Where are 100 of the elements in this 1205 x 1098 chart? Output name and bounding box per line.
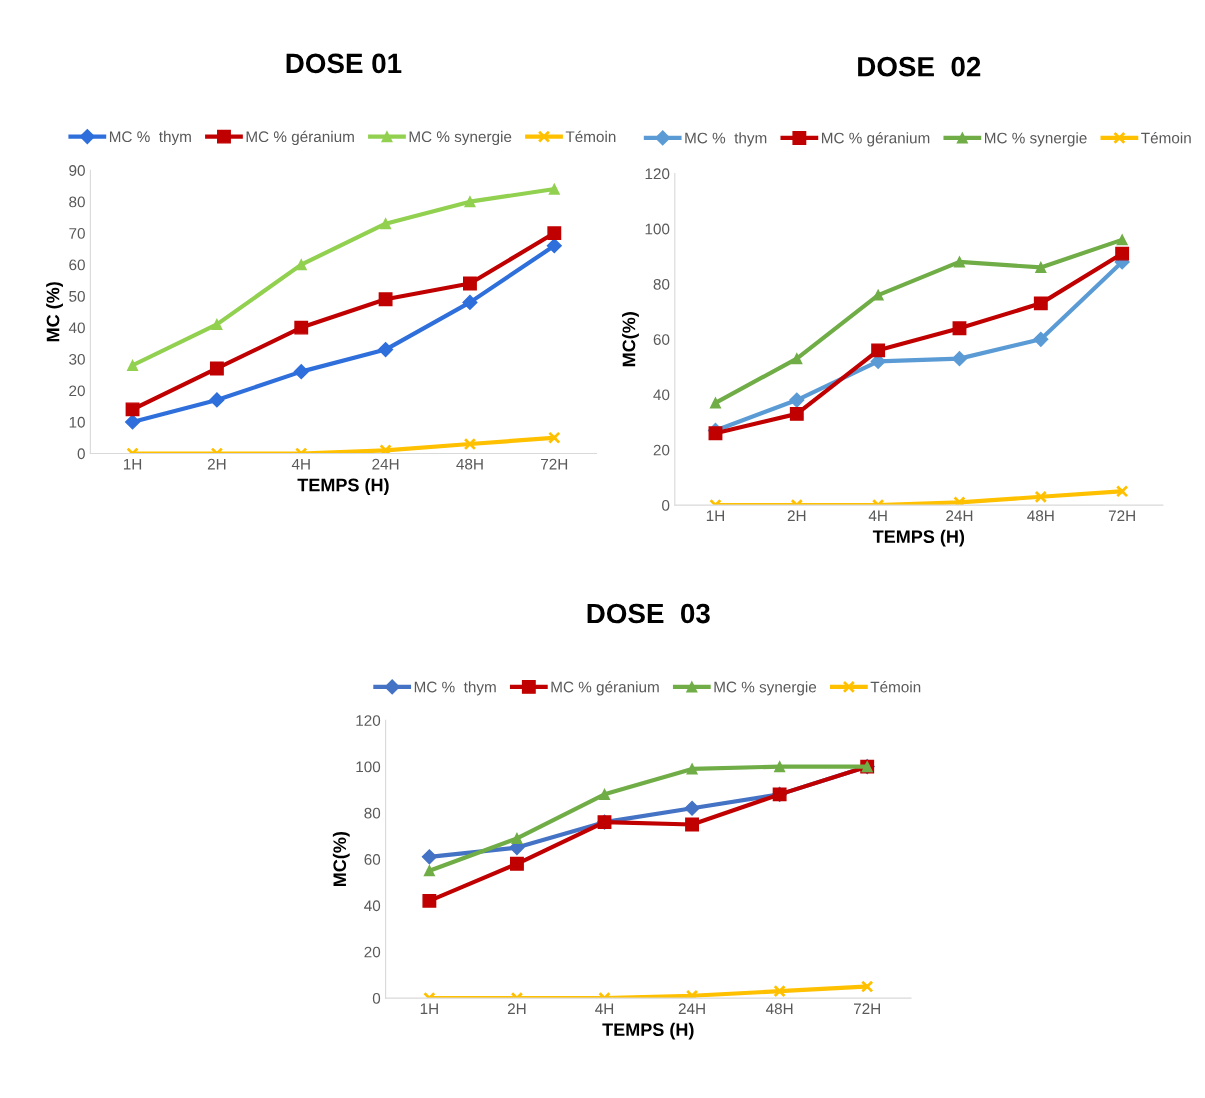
x-axis-title: TEMPS (H) — [602, 1022, 694, 1040]
point — [951, 351, 968, 367]
x-tick-label: 24H — [372, 458, 399, 470]
point — [709, 397, 722, 409]
legend-label: MC % géranium — [246, 130, 354, 146]
legend-label: MC % géranium — [822, 132, 930, 147]
y-tick-label: 80 — [653, 278, 670, 290]
point — [126, 359, 139, 371]
y-tick-label: 30 — [69, 353, 85, 365]
point — [953, 496, 966, 506]
legend-label: MC % géranium — [551, 681, 659, 696]
point — [685, 817, 700, 832]
legend-label: MC % thym — [109, 130, 191, 146]
point — [546, 238, 562, 254]
point — [209, 361, 224, 376]
point — [294, 320, 309, 335]
point — [548, 183, 560, 195]
y-tick-label: 10 — [69, 416, 85, 428]
point — [1033, 296, 1048, 311]
point — [1034, 490, 1048, 504]
point — [380, 218, 392, 230]
legend-label: Témoin — [1141, 132, 1191, 144]
point — [1035, 261, 1047, 273]
point — [860, 980, 874, 993]
point — [773, 984, 786, 998]
x-tick-label: 4H — [595, 1003, 614, 1015]
y-axis-title: MC (%) — [46, 282, 63, 342]
point — [548, 431, 561, 444]
point — [422, 893, 437, 908]
x-tick-label: 2H — [787, 510, 806, 522]
x-tick-label: 72H — [1108, 510, 1135, 522]
point — [378, 342, 394, 358]
y-tick-label: 80 — [364, 807, 381, 819]
point — [686, 763, 698, 775]
point — [871, 343, 886, 358]
point — [1116, 234, 1128, 246]
x-tick-label: 24H — [678, 1003, 705, 1015]
chart-title: DOSE 01 — [286, 53, 402, 74]
point — [684, 800, 700, 816]
x-tick-label: 48H — [1027, 510, 1054, 522]
y-tick-label: 40 — [364, 900, 381, 912]
y-tick-label: 0 — [662, 499, 670, 511]
x-tick-label: 2H — [507, 1003, 526, 1015]
x-tick-label: 72H — [541, 458, 568, 470]
y-tick-label: 40 — [653, 389, 670, 401]
point — [547, 226, 562, 241]
point — [295, 259, 307, 271]
y-tick-label: 120 — [645, 168, 670, 180]
y-tick-label: 100 — [645, 223, 670, 235]
x-tick-label: 48H — [456, 458, 483, 470]
x-tick-label: 48H — [765, 1003, 793, 1015]
y-axis-title: MC(%) — [622, 312, 639, 367]
y-tick-label: 90 — [69, 165, 85, 176]
point — [421, 849, 437, 865]
x-tick-label: 24H — [946, 510, 973, 522]
point — [774, 761, 786, 773]
y-tick-label: 70 — [69, 228, 85, 239]
legend-label: Témoin — [565, 130, 616, 143]
legend-label: MC % thym — [685, 132, 767, 147]
point — [463, 276, 477, 291]
y-tick-label: 60 — [653, 334, 670, 345]
chart-title: DOSE 03 — [587, 603, 710, 624]
y-tick-label: 50 — [69, 290, 85, 302]
y-tick-label: 20 — [69, 385, 85, 397]
point — [1033, 331, 1049, 347]
point — [124, 414, 141, 430]
y-tick-label: 80 — [69, 196, 85, 208]
x-tick-label: 1H — [420, 1003, 438, 1015]
legend-label: MC % synergie — [984, 132, 1087, 147]
y-tick-label: 60 — [364, 854, 381, 865]
x-tick-label: 4H — [868, 510, 887, 522]
legend-label: MC % thym — [414, 681, 496, 696]
x-tick-label: 1H — [706, 510, 724, 522]
point — [598, 788, 611, 800]
legend-label: MC % synergie — [409, 130, 512, 146]
point — [211, 318, 223, 330]
point — [952, 321, 967, 336]
x-tick-label: 2H — [207, 458, 226, 470]
point — [509, 856, 524, 871]
point — [463, 437, 477, 451]
x-tick-label: 1H — [123, 458, 142, 470]
point — [511, 832, 523, 844]
point — [953, 256, 966, 268]
point — [378, 292, 393, 307]
legend-label: MC % synergie — [714, 681, 817, 696]
point — [1115, 246, 1130, 261]
y-tick-label: 100 — [356, 761, 381, 773]
point — [462, 294, 478, 310]
chart-title: DOSE 02 — [858, 56, 981, 77]
point — [685, 989, 699, 999]
legend-label: Témoin — [870, 681, 921, 693]
x-tick-label: 4H — [291, 458, 310, 470]
y-tick-label: 20 — [653, 444, 670, 456]
y-tick-label: 60 — [69, 259, 85, 271]
y-tick-label: 0 — [77, 448, 85, 460]
x-axis-title: TEMPS (H) — [872, 529, 965, 547]
point — [125, 402, 140, 417]
point — [423, 865, 435, 877]
point — [209, 392, 225, 408]
y-tick-label: 0 — [372, 992, 381, 1004]
